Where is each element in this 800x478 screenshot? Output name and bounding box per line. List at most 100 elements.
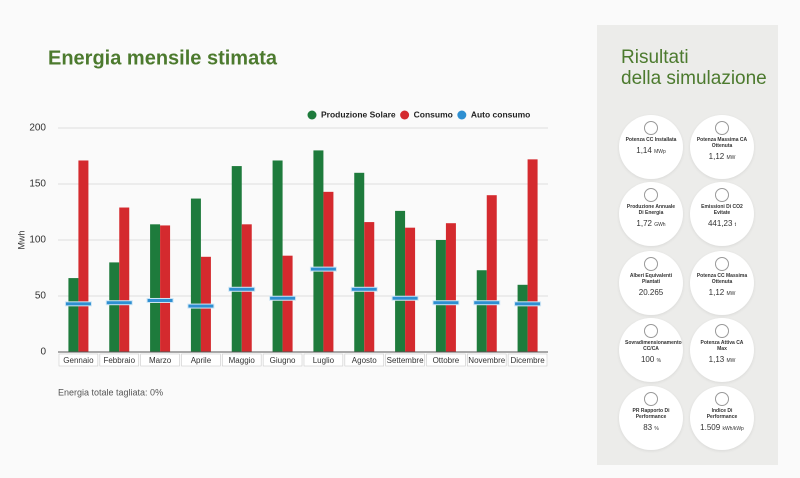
bar (476, 270, 487, 352)
y-axis-label: Mwh (16, 230, 26, 249)
marker-bar (146, 297, 174, 303)
legend-swatch (457, 110, 467, 120)
card-value: 1.509 (700, 423, 721, 432)
card-un: kWh/kWp (722, 426, 744, 432)
result-card: Potenza Attiva CA Max 1,13 MW (690, 318, 754, 382)
card-ic (715, 392, 729, 406)
card-un: MW (726, 358, 736, 364)
marker-bar (514, 301, 542, 307)
legend-swatch (307, 110, 317, 120)
marker-bar (432, 300, 460, 306)
x-tick-label: Aprile (191, 356, 212, 365)
x-tick-box (222, 353, 262, 367)
card-un: MW (726, 155, 736, 161)
panel-title-line: della simulazione (621, 68, 767, 89)
card-un: % (654, 426, 659, 432)
card-ic (715, 324, 729, 338)
bar (323, 191, 334, 352)
panel-title-line: Risultati (621, 47, 689, 68)
card-un: t (734, 222, 737, 228)
card-ic (715, 188, 729, 202)
card-value: 100 (640, 355, 655, 364)
x-tick-label: Novembre (468, 356, 505, 365)
legend-label: Consumo (414, 109, 453, 119)
bar (405, 227, 416, 352)
x-tick-label: Dicembre (510, 356, 545, 365)
card-vl: 1.509 kWh/kWp (690, 423, 754, 432)
card-vl: 1,12 MW (690, 152, 754, 161)
card-lb: Emissioni Di CO2 Evitate (701, 204, 743, 216)
bar (150, 224, 161, 352)
card-un: MW (726, 291, 736, 297)
panel-title: Risultati della simulazione (621, 47, 778, 89)
x-tick-label: Settembre (387, 356, 424, 365)
bar (78, 160, 89, 352)
card-lb: Produzione Annuale Di Energia (626, 204, 676, 216)
bar (231, 166, 242, 352)
bar (282, 255, 293, 352)
bar (445, 223, 456, 352)
marker-bar (64, 301, 92, 307)
card-vl: 1,13 MW (690, 355, 754, 364)
result-card: Potenza CC Installata 1,14 MWp (619, 115, 683, 179)
marker-bar (228, 286, 256, 292)
marker-bar (269, 295, 297, 301)
y-tick-label: 100 (29, 235, 46, 246)
card-lb: Sovradimensionamento CC/CA (625, 340, 682, 352)
bar (68, 278, 79, 352)
x-tick-label: Gennaio (63, 356, 94, 365)
marker-bar (391, 295, 419, 301)
bar (354, 172, 365, 352)
y-tick-label: 50 (35, 291, 47, 302)
marker-bar (473, 300, 501, 306)
card-vl: 83 % (619, 423, 683, 432)
result-card: Produzione Annuale Di Energia 1,72 GWh (619, 182, 683, 246)
x-tick-box (385, 353, 425, 367)
card-lb: Potenza Attiva CA Max (700, 340, 744, 352)
x-tick-label: Maggio (229, 356, 256, 365)
card-ic (644, 188, 658, 202)
card-value: 441,23 (707, 219, 733, 228)
bar (313, 150, 324, 352)
x-tick-label: Luglio (313, 356, 335, 365)
x-tick-box (99, 353, 139, 367)
card-value: 83 (643, 423, 653, 432)
card-un: % (656, 358, 662, 364)
card-vl: 1,14 MWp (619, 146, 683, 155)
marker-bar (350, 286, 378, 292)
x-tick-label: Agosto (352, 356, 377, 365)
card-lb: Indice Di Performance (706, 408, 738, 420)
result-card: Sovradimensionamento CC/CA 100 % (619, 318, 683, 382)
card-ic (715, 257, 729, 271)
marker-bar (105, 300, 133, 306)
footnote: Energia totale tagliata: 0% (58, 387, 163, 397)
x-tick-box (426, 353, 466, 367)
card-value: 20.265 (638, 288, 664, 297)
card-value: 1,12 (708, 288, 725, 297)
x-tick-box (344, 353, 384, 367)
card-ic (715, 121, 729, 135)
x-tick-label: Febbraio (103, 356, 135, 365)
x-tick-box (58, 353, 99, 367)
card-vl: 20.265 (619, 288, 683, 297)
card-un: MWp (654, 149, 666, 155)
result-card: Potenza CC Massima Ottenuta 1,12 MW (690, 251, 754, 315)
card-value: 1,14 (636, 146, 652, 155)
marker-bar (309, 266, 337, 272)
card-ic (644, 324, 658, 338)
x-tick-label: Giugno (270, 356, 296, 365)
y-tick-label: 150 (29, 179, 46, 190)
legend-swatch (400, 110, 410, 120)
x-tick-box (303, 353, 344, 367)
legend-label: Auto consumo (471, 109, 531, 119)
card-ic (644, 257, 658, 271)
results-panel: Risultati della simulazione Potenza CC In… (597, 25, 778, 465)
x-tick-label: Marzo (149, 356, 172, 365)
bar (395, 210, 406, 352)
x-tick-box (181, 353, 221, 367)
bar (119, 207, 130, 352)
x-tick-box (467, 353, 507, 367)
card-lb: PR Rapporto Di Performance (632, 408, 670, 420)
chart: Energia mensile stimata Mwh Energia tota… (16, 47, 548, 397)
card-value: 1,13 (708, 355, 725, 364)
